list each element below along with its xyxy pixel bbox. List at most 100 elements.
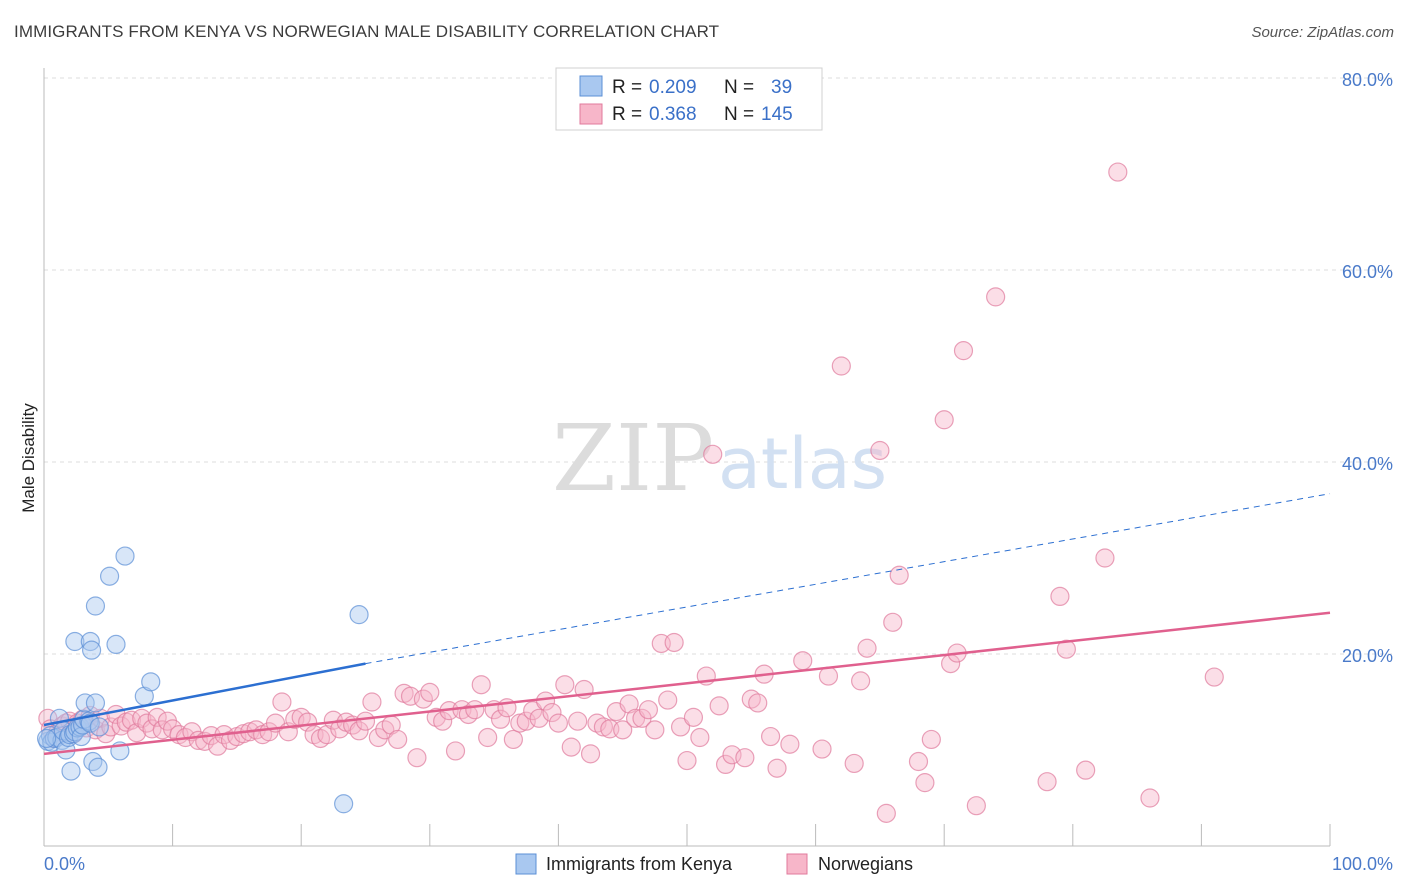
norwegian-point bbox=[908, 751, 929, 772]
norwegian-point bbox=[670, 717, 691, 737]
kenya-point bbox=[61, 761, 81, 781]
norwegian-point bbox=[1108, 162, 1128, 182]
norwegian-point bbox=[715, 754, 736, 775]
norwegian-point bbox=[818, 666, 839, 686]
norwegian-point bbox=[844, 753, 864, 774]
bottom-legend-swatch-norwegians bbox=[786, 853, 808, 875]
legend-r-label: R = bbox=[612, 104, 642, 125]
norwegian-point bbox=[101, 717, 121, 737]
norwegian-point bbox=[883, 612, 903, 632]
kenya-point bbox=[115, 546, 135, 566]
norwegian-point bbox=[407, 748, 427, 768]
norwegian-point bbox=[445, 741, 466, 761]
norwegian-point bbox=[831, 356, 851, 376]
legend-n-value: 145 bbox=[761, 104, 793, 125]
kenya-point bbox=[85, 693, 106, 713]
norwegian-point bbox=[478, 727, 498, 748]
x-tick-label: 0.0% bbox=[44, 854, 85, 874]
y-tick-label: 60.0% bbox=[1342, 262, 1393, 282]
kenya-point bbox=[85, 596, 106, 616]
y-tick-label: 80.0% bbox=[1342, 70, 1393, 90]
bottom-legend-label-kenya: Immigrants from Kenya bbox=[546, 854, 733, 874]
norwegian-point bbox=[147, 707, 167, 727]
norwegian-point bbox=[1076, 760, 1096, 780]
kenya-point bbox=[99, 566, 120, 586]
norwegian-point bbox=[503, 729, 523, 750]
kenya-point bbox=[81, 640, 102, 660]
source-label: Source: ZipAtlas.com bbox=[1251, 24, 1394, 41]
norwegian-point bbox=[793, 651, 813, 671]
kenya-point bbox=[106, 634, 126, 655]
grid-lines bbox=[44, 77, 1394, 655]
y-tick-label: 20.0% bbox=[1342, 646, 1393, 666]
norwegian-point bbox=[272, 692, 292, 712]
norwegian-point bbox=[870, 440, 890, 461]
norwegian-point bbox=[658, 690, 678, 710]
legend-n-label: N = bbox=[724, 77, 754, 98]
norwegian-point bbox=[368, 727, 388, 748]
chart-title: IMMIGRANTS FROM KENYA VS NORWEGIAN MALE … bbox=[14, 22, 720, 41]
legend-swatch-kenya bbox=[579, 75, 603, 97]
norwegian-point bbox=[580, 744, 601, 764]
norwegian-point bbox=[548, 713, 569, 733]
norwegian-point bbox=[1050, 586, 1070, 607]
norwegian-point bbox=[703, 444, 723, 464]
norwegian-point bbox=[471, 675, 491, 695]
norwegian-point bbox=[349, 721, 369, 741]
norwegian-point bbox=[1204, 667, 1224, 687]
y-tick-label: 40.0% bbox=[1342, 454, 1393, 474]
x-tick-label: 100.0% bbox=[1332, 854, 1393, 874]
norwegian-point bbox=[934, 410, 954, 430]
bottom-legend: Immigrants from Kenya Norwegians bbox=[515, 853, 913, 875]
norwegian-point bbox=[561, 737, 581, 757]
norwegian-point bbox=[1037, 772, 1057, 792]
kenya-point bbox=[349, 605, 369, 625]
norwegian-point bbox=[780, 734, 800, 754]
kenya-point bbox=[334, 794, 354, 814]
norwegian-point bbox=[966, 796, 986, 816]
norwegian-point bbox=[555, 675, 575, 695]
watermark: ZIP atlas bbox=[552, 405, 887, 512]
norwegian-point bbox=[645, 720, 665, 740]
bottom-legend-swatch-kenya bbox=[515, 853, 537, 875]
norwegian-point bbox=[677, 750, 697, 771]
norwegian-point bbox=[1140, 788, 1160, 808]
norwegian-point bbox=[542, 702, 562, 723]
norwegian-point bbox=[857, 638, 877, 658]
norwegian-point bbox=[388, 729, 408, 750]
norwegian-point bbox=[568, 711, 588, 731]
stats-legend: R = 0.209 N = 39 R = 0.368 N = 145 bbox=[555, 67, 823, 131]
norwegian-point bbox=[921, 729, 941, 750]
norwegian-trend-line bbox=[43, 611, 1331, 756]
norwegian-point bbox=[735, 748, 755, 768]
norwegian-point bbox=[362, 692, 382, 712]
kenya-trend-extension bbox=[365, 493, 1331, 665]
legend-swatch-norwegians bbox=[579, 103, 603, 125]
watermark-zip: ZIP bbox=[552, 405, 714, 512]
norwegian-point bbox=[812, 739, 832, 759]
kenya-point bbox=[88, 757, 108, 777]
norwegian-point bbox=[986, 287, 1006, 307]
norwegian-point bbox=[433, 711, 453, 731]
norwegian-point bbox=[523, 701, 543, 721]
legend-r-value: 0.209 bbox=[649, 77, 697, 98]
watermark-atlas: atlas bbox=[718, 423, 887, 505]
norwegian-point bbox=[760, 726, 781, 747]
norwegian-point bbox=[889, 565, 909, 585]
kenya-trend-line bbox=[43, 662, 366, 727]
norwegian-point bbox=[683, 707, 704, 727]
kenya-point bbox=[75, 693, 95, 713]
norwegian-point bbox=[355, 711, 376, 731]
kenya-point bbox=[89, 717, 109, 737]
norwegian-point bbox=[767, 758, 787, 778]
norwegian-point bbox=[420, 682, 440, 703]
trend-lines bbox=[43, 493, 1331, 756]
norwegian-point bbox=[1056, 639, 1076, 659]
x-tick-labels: 0.0% 100.0% bbox=[44, 854, 1393, 874]
kenya-point bbox=[65, 631, 85, 652]
legend-n-value: 39 bbox=[771, 77, 792, 98]
norwegian-point bbox=[142, 719, 162, 739]
norwegian-point bbox=[619, 694, 639, 714]
norwegian-point bbox=[876, 803, 896, 823]
